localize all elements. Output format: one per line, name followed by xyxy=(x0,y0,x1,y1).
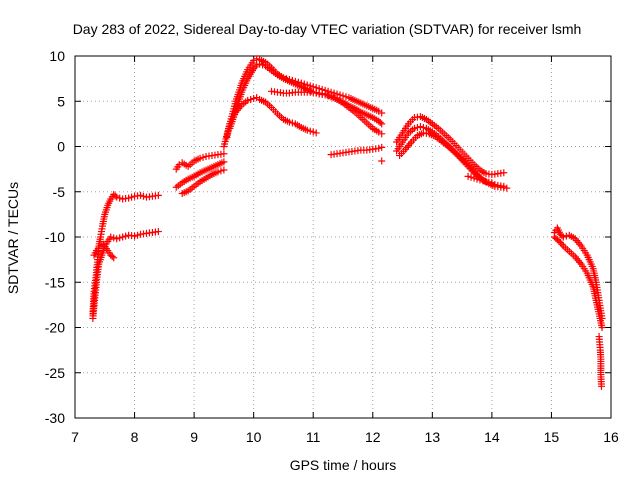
data-point xyxy=(128,193,136,201)
data-point xyxy=(214,168,222,176)
data-point xyxy=(110,234,118,242)
data-point xyxy=(110,254,118,262)
data-point xyxy=(116,194,124,202)
data-point xyxy=(303,126,311,134)
grid-lines xyxy=(75,56,611,418)
data-point xyxy=(375,144,383,152)
data-point xyxy=(113,235,121,243)
data-point xyxy=(306,127,314,135)
data-point xyxy=(467,173,475,181)
x-tick-label: 8 xyxy=(131,429,139,445)
data-point xyxy=(476,176,484,184)
data-point xyxy=(559,233,567,241)
data-point xyxy=(122,232,130,240)
data-point xyxy=(312,129,320,137)
data-point xyxy=(416,123,424,131)
y-tick-label: -5 xyxy=(53,184,66,200)
y-tick-labels: 10 5 0 -5 -10 -15 -20 -25 -30 xyxy=(45,48,65,426)
data-point xyxy=(306,82,314,90)
y-tick-label: -15 xyxy=(45,274,65,290)
data-point xyxy=(108,252,116,260)
data-point xyxy=(139,192,147,200)
x-tick-labels: 7 8 9 10 11 12 13 14 15 16 xyxy=(71,429,619,445)
data-point xyxy=(247,95,255,103)
y-tick-label: -25 xyxy=(45,365,65,381)
y-axis-label: SDTVAR / TECUs xyxy=(5,182,21,294)
data-point xyxy=(113,193,121,201)
axis-ticks xyxy=(74,55,612,419)
y-tick-label: 10 xyxy=(49,48,65,64)
x-tick-label: 10 xyxy=(246,429,262,445)
data-point xyxy=(488,179,496,187)
data-point xyxy=(220,150,228,158)
y-tick-label: 5 xyxy=(57,93,65,109)
data-point xyxy=(500,169,508,177)
chart-title: Day 283 of 2022, Sidereal Day-to-day VTE… xyxy=(73,21,582,37)
x-tick-label: 15 xyxy=(544,429,560,445)
data-point xyxy=(256,60,264,68)
y-tick-label: -10 xyxy=(45,229,65,245)
data-point xyxy=(342,93,350,101)
data-point xyxy=(119,233,127,241)
data-point xyxy=(413,123,421,131)
data-point xyxy=(154,228,162,236)
data-point xyxy=(116,234,124,242)
data-point xyxy=(199,153,207,161)
x-tick-label: 12 xyxy=(365,429,381,445)
y-tick-label: -20 xyxy=(45,320,65,336)
data-point xyxy=(107,233,115,241)
data-point xyxy=(134,231,142,239)
data-point xyxy=(378,130,386,138)
data-point xyxy=(378,143,386,151)
data-point xyxy=(131,232,139,240)
data-point xyxy=(503,184,511,192)
data-points xyxy=(89,55,606,390)
data-point xyxy=(196,154,204,162)
x-tick-label: 11 xyxy=(306,429,321,445)
data-point xyxy=(154,191,162,199)
data-point xyxy=(410,124,418,132)
x-tick-label: 13 xyxy=(425,429,441,445)
data-point xyxy=(598,324,606,331)
data-point xyxy=(259,61,267,69)
data-point xyxy=(378,109,386,117)
x-tick-label: 7 xyxy=(71,429,79,445)
data-point xyxy=(253,55,261,63)
data-point xyxy=(137,191,145,199)
x-tick-label: 16 xyxy=(603,429,619,445)
data-point xyxy=(376,119,384,127)
y-tick-label: 0 xyxy=(57,139,65,155)
data-point xyxy=(288,119,296,127)
data-point xyxy=(336,91,344,99)
x-axis-label: GPS time / hours xyxy=(290,457,397,473)
data-point xyxy=(220,158,228,166)
data-point xyxy=(111,192,119,200)
data-point xyxy=(244,96,252,104)
data-point xyxy=(125,194,133,202)
data-point xyxy=(473,175,481,183)
data-point xyxy=(555,237,563,245)
data-point xyxy=(339,92,347,100)
data-point xyxy=(253,61,261,69)
data-point xyxy=(220,166,228,174)
data-point xyxy=(378,120,386,128)
data-point xyxy=(464,172,472,180)
x-tick-label: 9 xyxy=(190,429,198,445)
data-point xyxy=(309,128,317,136)
y-tick-label: -30 xyxy=(45,410,65,426)
data-point xyxy=(285,118,293,126)
data-point xyxy=(470,174,478,182)
x-tick-label: 14 xyxy=(484,429,500,445)
data-point xyxy=(217,167,225,175)
data-point xyxy=(479,177,487,185)
data-point xyxy=(250,95,258,103)
data-point xyxy=(330,89,338,97)
data-point xyxy=(378,157,386,165)
data-point xyxy=(597,382,605,390)
